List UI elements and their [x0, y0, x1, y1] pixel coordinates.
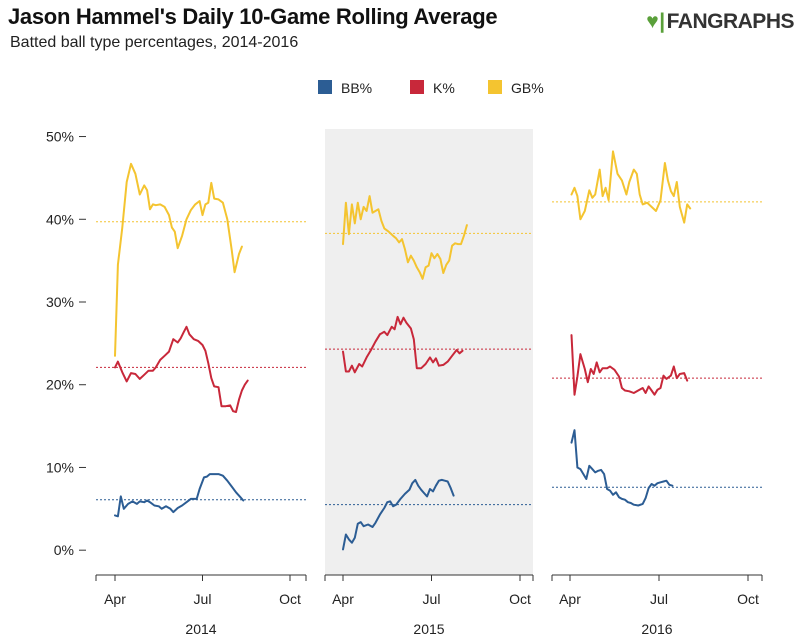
legend-swatch-gb [488, 80, 502, 94]
series-line-gb [114, 162, 243, 357]
chart-subtitle: Batted ball type percentages, 2014-2016 [10, 34, 299, 51]
fangraphs-logo-text: FANGRAPHS [666, 10, 795, 33]
legend-label-k: K% [433, 80, 455, 96]
fangraphs-logo: ♥|FANGRAPHS [646, 10, 794, 34]
year-label: 2014 [185, 621, 216, 637]
chart-title: Jason Hammel's Daily 10-Game Rolling Ave… [8, 4, 498, 29]
y-tick-label: 10% [46, 459, 74, 475]
fangraphs-logo-bar-icon: | [659, 10, 665, 33]
chart-panels: Apr Jul Oct 2014 Apr Jul Oct 2015 Apr Jul Oct 2016 [95, 129, 763, 637]
x-tick-label: Apr [559, 591, 581, 607]
legend-label-gb: GB% [511, 80, 544, 96]
x-tick-label: Jul [423, 591, 441, 607]
panel-2014: Apr Jul Oct 2014 [95, 162, 307, 637]
legend-item-bb: BB% [318, 80, 372, 96]
fangraphs-logo-mark-icon: ♥ [646, 10, 659, 33]
x-tick-label: Oct [279, 591, 301, 607]
y-axis: 0% 10% 20% 30% 40% 50% [46, 129, 86, 558]
series-line-gb [570, 150, 692, 224]
series-line-k [114, 325, 249, 413]
x-tick-label: Jul [194, 591, 212, 607]
series-line-k [570, 334, 689, 396]
legend-label-bb: BB% [341, 80, 372, 96]
legend: BB% K% GB% [318, 80, 544, 96]
year-label: 2015 [413, 621, 444, 637]
panel-2016: Apr Jul Oct 2016 [551, 150, 763, 637]
y-tick-label: 30% [46, 294, 74, 310]
x-tick-label: Oct [737, 591, 759, 607]
legend-item-gb: GB% [488, 80, 544, 96]
series-line-bb [342, 478, 455, 551]
legend-swatch-k [410, 80, 424, 94]
y-tick-label: 0% [54, 542, 74, 558]
x-tick-label: Apr [104, 591, 126, 607]
legend-item-k: K% [410, 80, 455, 96]
series-line-bb [570, 429, 674, 507]
year-label: 2016 [641, 621, 672, 637]
legend-swatch-bb [318, 80, 332, 94]
y-tick-label: 20% [46, 377, 74, 393]
x-tick-label: Oct [509, 591, 531, 607]
panel-2015: Apr Jul Oct 2015 [324, 129, 534, 637]
y-tick-label: 50% [46, 129, 74, 145]
series-line-k [342, 315, 464, 374]
y-tick-label: 40% [46, 211, 74, 227]
series-line-gb [342, 195, 468, 280]
x-tick-label: Jul [650, 591, 668, 607]
x-tick-label: Apr [332, 591, 354, 607]
series-line-bb [114, 473, 245, 518]
panel-shade [325, 129, 533, 575]
